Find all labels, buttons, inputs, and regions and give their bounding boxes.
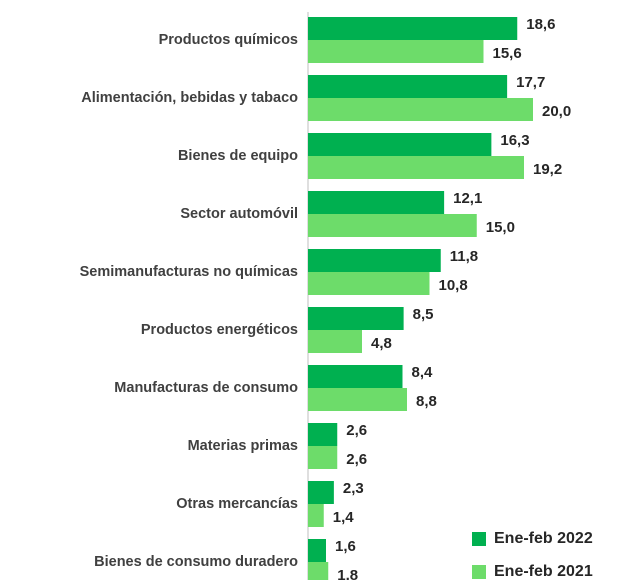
bar	[308, 214, 477, 237]
bar	[308, 388, 407, 411]
bar	[308, 40, 484, 63]
value-label: 10,8	[439, 277, 468, 294]
bar	[308, 75, 508, 98]
legend-label: Ene-feb 2021	[494, 563, 593, 580]
value-label: 2,6	[346, 451, 367, 468]
category-label: Manufacturas de consumo	[114, 380, 298, 396]
category-label: Semimanufacturas no químicas	[80, 264, 298, 280]
value-label: 1,4	[333, 509, 355, 526]
bar	[308, 98, 533, 121]
value-label: 15,0	[486, 219, 515, 236]
bar	[308, 446, 338, 469]
bar	[308, 365, 403, 388]
value-label: 2,3	[343, 480, 364, 497]
bar	[308, 133, 492, 156]
category-label: Bienes de equipo	[178, 148, 298, 164]
value-label: 12,1	[453, 190, 482, 207]
bar	[308, 481, 334, 504]
bar	[308, 17, 518, 40]
bar	[308, 423, 338, 446]
category-label: Otras mercancías	[176, 496, 298, 512]
legend-label: Ene-feb 2022	[494, 530, 593, 547]
bar	[308, 330, 362, 353]
value-label: 2,6	[346, 422, 367, 439]
category-label: Productos químicos	[159, 32, 298, 48]
value-label: 1,8	[337, 567, 358, 580]
value-label: 20,0	[542, 103, 571, 120]
bar	[308, 249, 441, 272]
value-label: 16,3	[500, 132, 529, 149]
value-label: 8,5	[413, 306, 434, 323]
value-label: 8,8	[416, 393, 437, 410]
category-label: Sector automóvil	[180, 206, 298, 222]
bar	[308, 156, 524, 179]
bar	[308, 191, 445, 214]
bar	[308, 562, 329, 580]
value-label: 19,2	[533, 161, 562, 178]
legend-swatch	[472, 565, 486, 579]
legend-swatch	[472, 532, 486, 546]
value-label: 8,4	[412, 364, 434, 381]
category-label: Alimentación, bebidas y tabaco	[81, 90, 298, 106]
category-label: Productos energéticos	[141, 322, 298, 338]
bar	[308, 272, 430, 295]
value-label: 18,6	[526, 16, 555, 33]
category-label: Bienes de consumo duradero	[94, 554, 298, 570]
value-label: 4,8	[371, 335, 392, 352]
category-label: Materias primas	[188, 438, 298, 454]
value-label: 11,8	[450, 248, 478, 265]
bar	[308, 307, 404, 330]
bar	[308, 504, 324, 527]
value-label: 17,7	[516, 74, 545, 91]
bar	[308, 539, 326, 562]
value-label: 1,6	[335, 538, 356, 555]
value-label: 15,6	[493, 45, 522, 62]
